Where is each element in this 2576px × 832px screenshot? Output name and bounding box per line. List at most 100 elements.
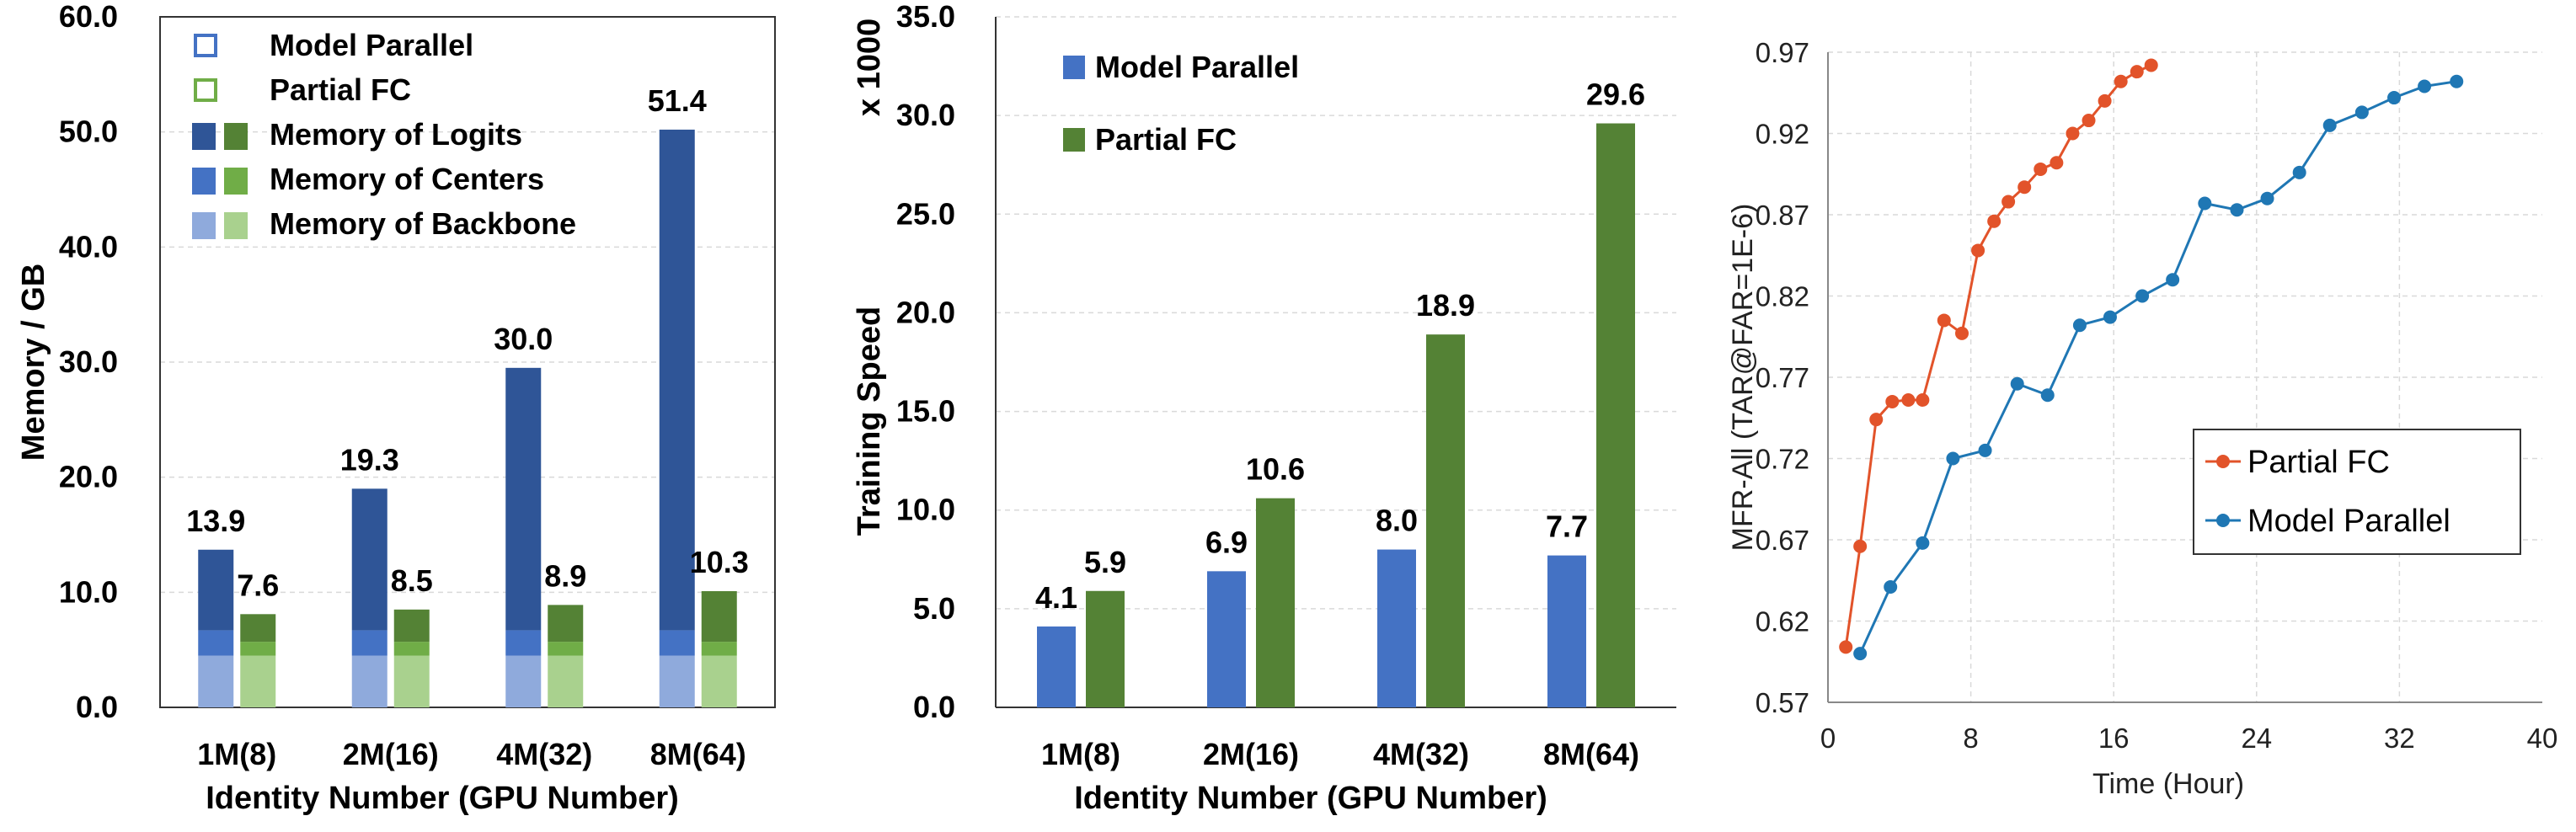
x-tick-label: 1M(8)	[1041, 737, 1120, 771]
legend-label: Partial FC	[2247, 445, 2390, 480]
legend-label: Memory of Logits	[270, 117, 522, 152]
data-point	[2322, 118, 2337, 132]
data-point	[2387, 91, 2402, 105]
y-tick-label: 25.0	[896, 196, 955, 231]
bar-backbone-model-parallel	[659, 655, 695, 707]
bar-backbone-partial-fc	[548, 655, 584, 707]
data-label: 7.7	[1546, 509, 1588, 544]
legend-label: Model Parallel	[1095, 50, 1299, 84]
legend-swatch	[1063, 128, 1085, 152]
data-point	[2082, 114, 2096, 128]
data-point	[1937, 313, 1951, 328]
bar-model-parallel	[1547, 555, 1586, 707]
data-label: 51.4	[648, 83, 707, 118]
y-tick-label: 10.0	[896, 493, 955, 527]
bar-centers-partial-fc	[240, 642, 276, 656]
y-axis-label: Training Speed	[852, 307, 887, 536]
y-axis-label: MFR-All (TAR@FAR=1E-6)	[1727, 204, 1759, 552]
series-line-model-parallel	[1858, 80, 2457, 654]
data-label: 8.0	[1376, 504, 1418, 538]
data-point	[2050, 156, 2064, 170]
memory-chart: 0.0 10.0 20.0 30.0 40.0 50.0 60.0 13.9 7.6 1M(8) 1…	[16, 0, 776, 816]
legend-box	[2193, 429, 2521, 555]
y-tick-label: 0.0	[913, 690, 955, 724]
bar-model-parallel	[1377, 549, 1416, 707]
y-tick-label: 0.67	[1756, 525, 1809, 556]
accuracy-time-chart: 0.57 0.62 0.67 0.72 0.77 0.82 0.87 0.92 0.97 0 8 16…	[1727, 37, 2557, 800]
bar-partial-fc	[1596, 123, 1635, 707]
legend-swatch-pfc	[224, 168, 248, 195]
y-tick-label: 20.0	[896, 295, 955, 329]
data-point	[2135, 289, 2150, 303]
y-axis-unit-label: x 1000	[852, 19, 887, 116]
bar-centers-partial-fc	[701, 642, 737, 656]
legend-label: Partial FC	[1095, 122, 1237, 157]
speed-chart-panel: 0.0 5.0 10.0 15.0 20.0 25.0 30.0 35.0 4.1 5.9 1M(8…	[842, 0, 1693, 832]
data-point	[2230, 203, 2244, 217]
data-point	[2010, 376, 2024, 391]
data-label: 8.5	[391, 563, 433, 598]
x-tick-label: 4M(32)	[496, 737, 592, 771]
data-point	[1971, 243, 1985, 258]
data-label: 8.9	[544, 558, 586, 593]
data-point	[1853, 647, 1868, 661]
legend-marker	[2216, 514, 2230, 527]
data-label: 5.9	[1084, 545, 1126, 579]
series-line-partial-fc	[1844, 64, 2152, 648]
bar-centers-partial-fc	[393, 642, 430, 656]
data-label: 13.9	[186, 504, 245, 538]
data-point	[1978, 443, 1992, 457]
bar-backbone-partial-fc	[393, 655, 430, 707]
data-point	[2418, 79, 2432, 93]
y-tick-label: 0.77	[1756, 362, 1809, 393]
x-tick-label: 2M(16)	[343, 737, 439, 771]
data-point	[2072, 318, 2087, 333]
data-point	[2066, 126, 2080, 141]
x-axis-label: Identity Number (GPU Number)	[206, 781, 679, 816]
bar-logits-partial-fc	[240, 614, 276, 643]
bar-logits-model-parallel	[659, 129, 695, 631]
y-tick-label: 35.0	[896, 0, 955, 34]
bar-backbone-model-parallel	[198, 655, 234, 707]
legend-label: Model Parallel	[270, 28, 473, 62]
x-tick-label: 8M(64)	[1543, 737, 1639, 771]
x-axis-label: Identity Number (GPU Number)	[1074, 781, 1547, 816]
bar-centers-partial-fc	[548, 642, 584, 656]
training-speed-chart: 0.0 5.0 10.0 15.0 20.0 25.0 30.0 35.0 4.15.9 1M(8…	[852, 0, 1676, 816]
x-tick-label: 8M(64)	[650, 737, 746, 771]
legend-label: Partial FC	[270, 72, 411, 107]
data-point	[2001, 195, 2016, 209]
data-point	[2103, 310, 2117, 324]
bar-model-parallel	[1207, 571, 1246, 707]
data-label: 7.6	[237, 568, 279, 602]
data-label: 10.3	[690, 545, 749, 579]
data-point	[2144, 58, 2158, 72]
bar-backbone-model-parallel	[351, 655, 387, 707]
data-point	[2450, 74, 2464, 88]
bar-logits-partial-fc	[548, 605, 584, 643]
x-tick-label: 0	[1820, 723, 1836, 754]
data-point	[1916, 393, 1930, 408]
data-point	[2130, 65, 2144, 79]
data-point	[2354, 105, 2369, 120]
data-point	[1884, 579, 1898, 594]
y-tick-label: 15.0	[896, 394, 955, 429]
data-label: 19.3	[340, 442, 399, 477]
data-point	[1916, 536, 1930, 550]
x-tick-label: 8	[1963, 723, 1978, 754]
y-axis-label: Memory / GB	[16, 264, 51, 461]
data-point	[2198, 196, 2212, 211]
data-point	[1955, 326, 1969, 340]
y-tick-label: 10.0	[59, 574, 118, 609]
x-tick-label: 1M(8)	[197, 737, 276, 771]
bar-logits-model-parallel	[198, 549, 234, 631]
data-point	[2260, 191, 2274, 205]
x-tick-label: 4M(32)	[1373, 737, 1469, 771]
y-tick-label: 20.0	[59, 460, 118, 494]
y-tick-label: 40.0	[59, 229, 118, 264]
bar-logits-model-parallel	[505, 367, 542, 631]
x-tick-label: 2M(16)	[1203, 737, 1299, 771]
legend-swatch	[1063, 56, 1085, 79]
data-point	[2018, 180, 2032, 195]
bar-centers-model-parallel	[505, 630, 542, 656]
